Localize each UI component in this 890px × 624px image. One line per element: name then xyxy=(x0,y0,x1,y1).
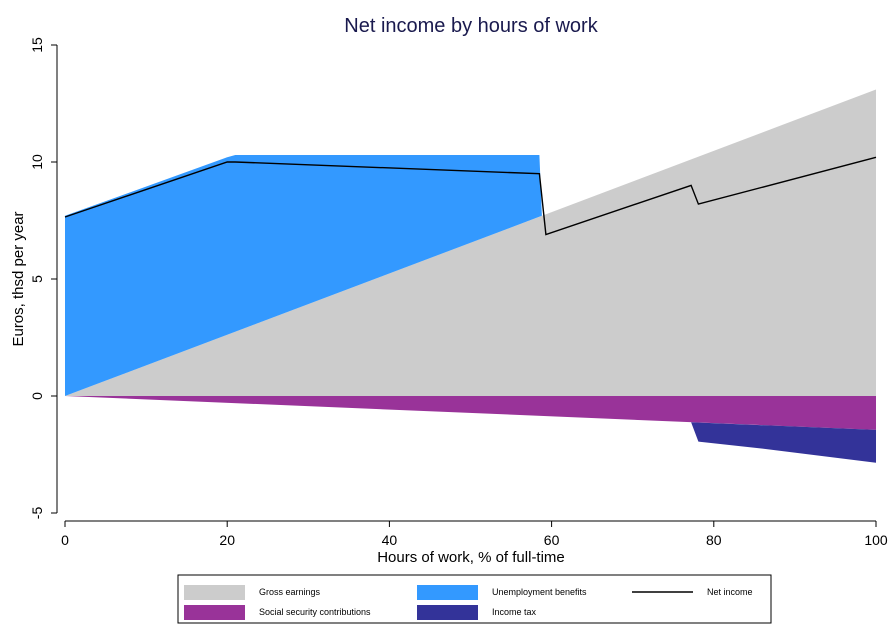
legend-swatch xyxy=(184,585,245,600)
legend-swatch xyxy=(417,585,478,600)
legend-item-social-security-contributions: Social security contributions xyxy=(184,605,371,620)
axis-ticks: 0 20 40 60 80 100 -5 0 5 10 15 xyxy=(29,37,888,548)
legend-label: Income tax xyxy=(492,607,537,617)
x-tick-label: 100 xyxy=(864,532,888,548)
y-tick-label: 0 xyxy=(29,392,45,400)
x-tick-label: 80 xyxy=(706,532,722,548)
legend-item-unemployment-benefits: Unemployment benefits xyxy=(417,585,587,600)
legend-label: Unemployment benefits xyxy=(492,587,587,597)
x-tick-label: 40 xyxy=(382,532,398,548)
series-social-security-contributions xyxy=(65,396,876,430)
y-tick-label: 10 xyxy=(29,154,45,170)
legend-label: Net income xyxy=(707,587,753,597)
series-income-tax xyxy=(691,422,876,463)
legend-item-income-tax: Income tax xyxy=(417,605,537,620)
x-tick-label: 20 xyxy=(219,532,235,548)
legend-item-net-income: Net income xyxy=(632,587,753,597)
legend-swatch xyxy=(417,605,478,620)
legend-label: Social security contributions xyxy=(259,607,371,617)
y-tick-label: 15 xyxy=(29,37,45,53)
legend-item-gross-earnings: Gross earnings xyxy=(184,585,321,600)
plot-area xyxy=(64,89,877,463)
legend: Gross earnings Unemployment benefits Net i… xyxy=(177,574,772,624)
y-tick-label: -5 xyxy=(29,507,45,520)
y-axis-label: Euros, thsd per year xyxy=(10,211,27,346)
legend-label: Gross earnings xyxy=(259,587,321,597)
series-net-income xyxy=(64,156,877,236)
y-tick-label: 5 xyxy=(29,275,45,283)
x-axis-label: Hours of work, % of full-time xyxy=(377,549,565,566)
chart-title: Net income by hours of work xyxy=(344,15,598,37)
series-unemployment-benefits xyxy=(65,155,542,396)
x-tick-label: 60 xyxy=(544,532,560,548)
legend-swatch xyxy=(184,605,245,620)
x-tick-label: 0 xyxy=(61,532,69,548)
